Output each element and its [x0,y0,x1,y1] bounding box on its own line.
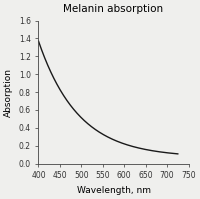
X-axis label: Wavelength, nm: Wavelength, nm [77,186,151,195]
Title: Melanin absorption: Melanin absorption [63,4,164,14]
Y-axis label: Absorption: Absorption [4,68,13,117]
